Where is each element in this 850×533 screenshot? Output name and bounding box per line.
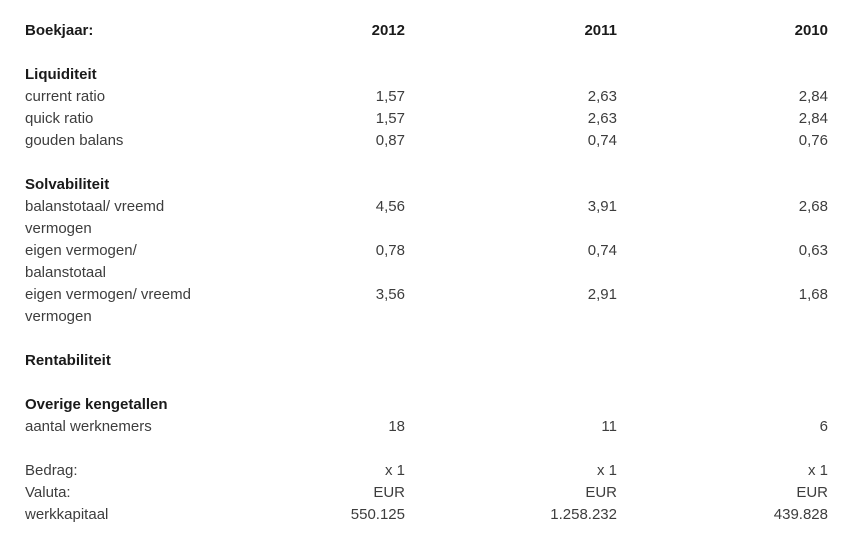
value-2011: 2,91 — [587, 286, 617, 303]
value-2010: 2,84 — [798, 88, 828, 105]
row-label: Bedrag: — [25, 462, 78, 479]
value-2011: 11 — [601, 418, 617, 435]
value-2012: 0,78 — [375, 242, 405, 259]
value-2011: EUR — [585, 484, 617, 501]
value-2012: 18 — [388, 418, 405, 435]
value-2012: x 1 — [384, 462, 405, 479]
value-2011: 2,63 — [587, 88, 617, 105]
row-eigen-vermogen-balanstotaal: eigen vermogen/ balanstotaal 0,78 0,74 0… — [25, 240, 828, 284]
value-2010: 0,76 — [798, 132, 828, 149]
section-heading-rentabiliteit: Rentabiliteit — [25, 350, 828, 372]
row-label: Valuta: — [25, 484, 71, 501]
row-label: current ratio — [25, 88, 106, 105]
value-2011: 0,74 — [587, 132, 617, 149]
section-heading-solvabiliteit: Solvabiliteit — [25, 174, 828, 196]
value-2010: 6 — [819, 418, 828, 435]
value-2010: EUR — [796, 484, 828, 501]
row-label: eigen vermogen/ vreemd vermogen — [25, 286, 191, 325]
value-2011: 0,74 — [587, 242, 617, 259]
row-label: werkkapitaal — [25, 506, 109, 523]
section-title: Overige kengetallen — [25, 396, 168, 413]
row-aantal-werknemers: aantal werknemers 18 11 6 — [25, 416, 828, 438]
header-label: Boekjaar: — [25, 22, 94, 39]
section-title: Liquiditeit — [25, 66, 97, 83]
spacer — [25, 372, 828, 394]
year-column-2012: 2012 — [371, 22, 405, 39]
value-2010: 2,68 — [798, 198, 828, 215]
section-title: Solvabiliteit — [25, 176, 110, 193]
header-row: Boekjaar: 2012 2011 2010 — [25, 20, 828, 42]
value-2011: x 1 — [596, 462, 617, 479]
row-label: aantal werknemers — [25, 418, 152, 435]
row-gouden-balans: gouden balans 0,87 0,74 0,76 — [25, 130, 828, 152]
row-bedrag: Bedrag: x 1 x 1 x 1 — [25, 460, 828, 482]
row-label: balanstotaal/ vreemd vermogen — [25, 198, 165, 237]
row-balanstotaal-vreemd-vermogen: balanstotaal/ vreemd vermogen 4,56 3,91 … — [25, 196, 828, 240]
spacer — [25, 152, 828, 174]
section-heading-overige-kengetallen: Overige kengetallen — [25, 394, 828, 416]
section-title: Rentabiliteit — [25, 352, 111, 369]
value-2010: 439.828 — [773, 506, 828, 523]
row-valuta: Valuta: EUR EUR EUR — [25, 482, 828, 504]
value-2011: 2,63 — [587, 110, 617, 127]
value-2010: x 1 — [807, 462, 828, 479]
row-quick-ratio: quick ratio 1,57 2,63 2,84 — [25, 108, 828, 130]
year-column-2010: 2010 — [794, 22, 828, 39]
row-label: quick ratio — [25, 110, 94, 127]
row-eigen-vermogen-vreemd-vermogen: eigen vermogen/ vreemd vermogen 3,56 2,9… — [25, 284, 828, 328]
value-2012: 4,56 — [375, 198, 405, 215]
value-2010: 0,63 — [798, 242, 828, 259]
row-label: eigen vermogen/ balanstotaal — [25, 242, 137, 281]
value-2010: 2,84 — [798, 110, 828, 127]
value-2012: EUR — [373, 484, 405, 501]
section-heading-liquiditeit: Liquiditeit — [25, 64, 828, 86]
row-current-ratio: current ratio 1,57 2,63 2,84 — [25, 86, 828, 108]
value-2012: 1,57 — [375, 110, 405, 127]
value-2012: 1,57 — [375, 88, 405, 105]
value-2012: 0,87 — [375, 132, 405, 149]
spacer — [25, 42, 828, 64]
spacer — [25, 438, 828, 460]
value-2012: 3,56 — [375, 286, 405, 303]
row-label: gouden balans — [25, 132, 124, 149]
value-2011: 3,91 — [587, 198, 617, 215]
row-werkkapitaal: werkkapitaal 550.125 1.258.232 439.828 — [25, 504, 828, 526]
value-2011: 1.258.232 — [550, 506, 617, 523]
value-2012: 550.125 — [350, 506, 405, 523]
year-column-2011: 2011 — [584, 22, 617, 39]
spacer — [25, 328, 828, 350]
value-2010: 1,68 — [798, 286, 828, 303]
